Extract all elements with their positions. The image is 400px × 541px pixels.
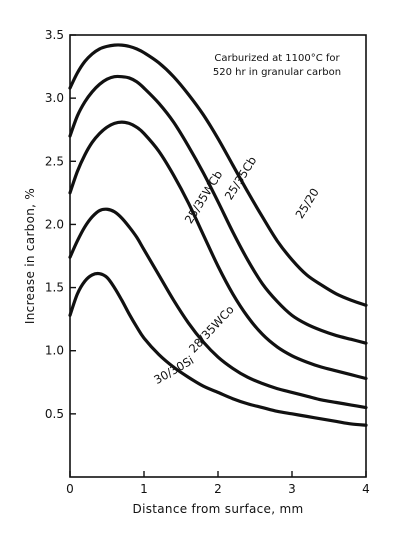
annotation-line-1: Carburized at 1100°C for xyxy=(214,53,340,64)
series-line-28-35wco xyxy=(68,207,368,410)
x-axis-title: Distance from surface, mm xyxy=(133,502,304,516)
annotation-line-2: 520 hr in granular carbon xyxy=(213,67,341,78)
x-tick-label: 0 xyxy=(66,482,74,496)
curve-label: 25/20 xyxy=(292,186,321,222)
series-group xyxy=(68,43,368,427)
y-tick-label: 2.5 xyxy=(45,154,64,168)
series-line-25-35cb xyxy=(68,74,368,345)
series-line-25-35wcb xyxy=(68,120,368,381)
ticks: 0 1 2 3 4 0.5 1.0 1.5 2.0 2.5 3.0 3.5 xyxy=(45,28,370,496)
x-tick-label: 1 xyxy=(140,482,148,496)
y-tick-label: 3.0 xyxy=(45,91,64,105)
y-tick-label: 1.0 xyxy=(45,344,64,358)
series-line-25-20 xyxy=(68,43,368,307)
y-tick-label: 2.0 xyxy=(45,217,64,231)
y-axis-title: Increase in carbon, % xyxy=(23,188,37,324)
curve-label: 25/35Cb xyxy=(222,154,260,203)
axes xyxy=(69,34,367,478)
plot-frame xyxy=(69,34,367,478)
x-tick-label: 3 xyxy=(288,482,296,496)
x-tick-label: 2 xyxy=(214,482,222,496)
y-tick-label: 3.5 xyxy=(45,28,64,42)
y-tick-label: 1.5 xyxy=(45,281,64,295)
y-tick-label: 0.5 xyxy=(45,407,64,421)
curve-label: 25/35WCb xyxy=(182,168,226,226)
curve-label: 30/30Si xyxy=(151,353,196,387)
x-tick-label: 4 xyxy=(362,482,370,496)
series-line-30-30si xyxy=(68,271,368,427)
